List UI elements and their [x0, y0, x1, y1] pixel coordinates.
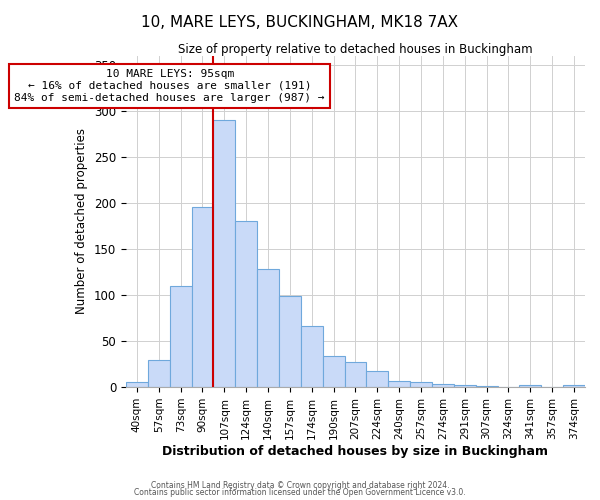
- Bar: [454, 386, 476, 387]
- Text: 10 MARE LEYS: 95sqm
← 16% of detached houses are smaller (191)
84% of semi-detac: 10 MARE LEYS: 95sqm ← 16% of detached ho…: [14, 70, 325, 102]
- Bar: [520, 386, 541, 387]
- Bar: [388, 380, 410, 387]
- Bar: [476, 386, 497, 387]
- Y-axis label: Number of detached properties: Number of detached properties: [76, 128, 88, 314]
- Bar: [257, 269, 279, 387]
- Bar: [170, 286, 191, 387]
- Bar: [301, 326, 323, 387]
- Text: Contains public sector information licensed under the Open Government Licence v3: Contains public sector information licen…: [134, 488, 466, 497]
- Bar: [367, 372, 388, 387]
- Bar: [563, 386, 585, 387]
- Bar: [235, 222, 257, 387]
- Bar: [410, 382, 432, 387]
- Bar: [279, 296, 301, 387]
- Bar: [191, 206, 214, 387]
- Text: 10, MARE LEYS, BUCKINGHAM, MK18 7AX: 10, MARE LEYS, BUCKINGHAM, MK18 7AX: [142, 15, 458, 30]
- Bar: [126, 382, 148, 387]
- Bar: [323, 356, 344, 387]
- Bar: [344, 362, 367, 387]
- Title: Size of property relative to detached houses in Buckingham: Size of property relative to detached ho…: [178, 42, 533, 56]
- Bar: [148, 360, 170, 387]
- Text: Contains HM Land Registry data © Crown copyright and database right 2024.: Contains HM Land Registry data © Crown c…: [151, 480, 449, 490]
- Bar: [214, 120, 235, 387]
- Bar: [432, 384, 454, 387]
- X-axis label: Distribution of detached houses by size in Buckingham: Distribution of detached houses by size …: [163, 444, 548, 458]
